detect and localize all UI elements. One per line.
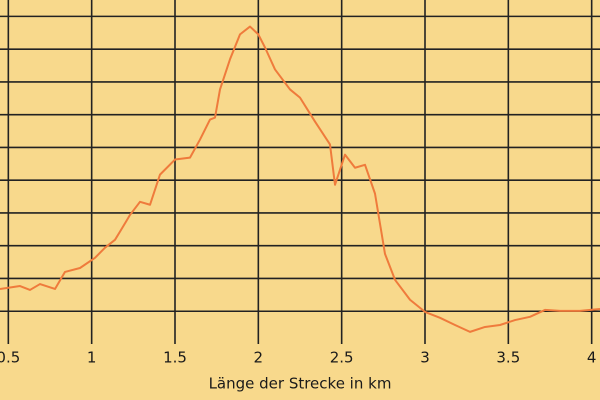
x-tick-label: 0.5 <box>0 349 20 367</box>
x-axis-label: Länge der Strecke in km <box>209 375 392 393</box>
x-tick-label: 1.5 <box>163 349 187 367</box>
x-tick-label: 2 <box>254 349 264 367</box>
line <box>0 25 600 333</box>
x-tick-label: 3.5 <box>496 349 520 367</box>
x-tick-label: 2.5 <box>330 349 354 367</box>
x-tick-label: 3 <box>420 349 430 367</box>
x-tick-label: 4 <box>587 349 597 367</box>
x-tick-label: 1 <box>87 349 97 367</box>
